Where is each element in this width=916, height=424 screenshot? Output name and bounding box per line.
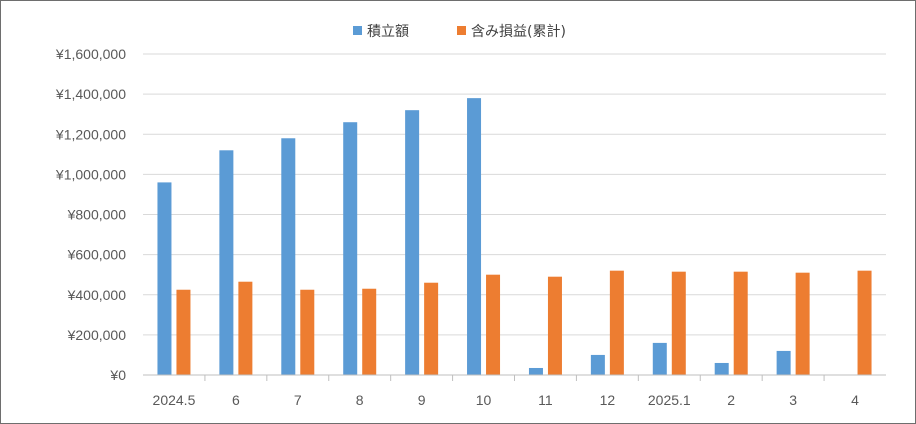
x-tick-label: 7 — [294, 392, 302, 408]
bar-tsumitate — [219, 150, 234, 375]
y-axis: ¥0 ¥200,000 ¥400,000 ¥600,000 ¥800,000 ¥1,000… — [55, 46, 126, 383]
gridlines — [143, 53, 886, 336]
bar-tsumitate — [652, 342, 667, 375]
x-tick-label: 2025.1 — [648, 392, 691, 408]
legend-swatch-tsumitate — [353, 26, 362, 35]
y-tick-label: ¥1,000,000 — [55, 166, 126, 182]
x-tick-label: 9 — [418, 392, 426, 408]
bar-tsumitate — [714, 362, 729, 375]
legend-swatch-fukumi-soneki — [457, 26, 466, 35]
bar-tsumitate — [590, 354, 605, 375]
bar-tsumitate — [343, 122, 358, 376]
bar-tsumitate — [528, 367, 543, 375]
bar-fukumi-soneki — [176, 289, 191, 375]
x-tick-label: 12 — [600, 392, 616, 408]
bar-fukumi-soneki — [424, 282, 439, 375]
x-tick-label: 4 — [851, 392, 859, 408]
bar-fukumi-soneki — [609, 270, 624, 375]
x-tick-label: 2 — [727, 392, 735, 408]
y-tick-label: ¥200,000 — [67, 327, 127, 343]
y-tick-label: ¥1,600,000 — [55, 46, 126, 62]
bar-tsumitate — [776, 350, 791, 375]
x-tick-label: 11 — [538, 392, 553, 408]
y-tick-label: ¥1,400,000 — [55, 86, 126, 102]
x-tick-label: 2024.5 — [153, 392, 196, 408]
bar-fukumi-soneki — [238, 281, 253, 375]
x-tick-label: 3 — [789, 392, 797, 408]
legend: 積立額 含み損益(累計) — [353, 24, 566, 40]
x-tick-label: 6 — [232, 392, 240, 408]
bar-fukumi-soneki — [795, 272, 810, 375]
y-tick-label: ¥800,000 — [67, 207, 127, 223]
bar-fukumi-soneki — [857, 270, 872, 375]
y-tick-label: ¥1,200,000 — [55, 126, 126, 142]
bar-fukumi-soneki — [671, 271, 686, 375]
bar-tsumitate — [157, 182, 172, 375]
y-tick-label: ¥600,000 — [67, 247, 127, 263]
bar-tsumitate — [281, 138, 296, 375]
x-axis: 2024.5 6 7 8 9 10 11 12 2025.1 2 3 4 — [143, 374, 886, 408]
x-tick-label: 8 — [356, 392, 364, 408]
bar-fukumi-soneki — [486, 274, 501, 375]
legend-label-tsumitate: 積立額 — [367, 24, 409, 40]
y-tick-label: ¥0 — [109, 367, 126, 383]
bar-fukumi-soneki — [362, 288, 377, 375]
bar-fukumi-soneki — [547, 276, 562, 375]
y-tick-label: ¥400,000 — [67, 287, 127, 303]
x-tick-label: 10 — [476, 392, 492, 408]
legend-label-fukumi-soneki: 含み損益(累計) — [471, 24, 566, 40]
bars — [157, 98, 872, 376]
bar-fukumi-soneki — [300, 289, 315, 375]
bar-tsumitate — [405, 110, 420, 376]
bar-tsumitate — [467, 98, 482, 375]
bar-fukumi-soneki — [733, 271, 748, 375]
